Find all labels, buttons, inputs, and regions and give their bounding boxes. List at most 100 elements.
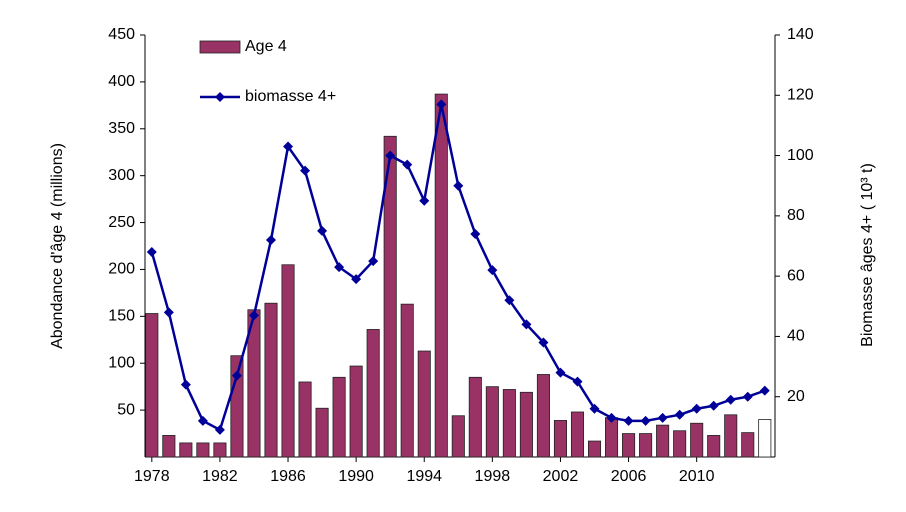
- bar: [264, 302, 278, 458]
- marker: [146, 247, 157, 258]
- bar: [162, 435, 176, 458]
- marker: [759, 385, 770, 396]
- y2-tick-label: 120: [787, 87, 814, 104]
- marker: [742, 391, 753, 402]
- marker: [248, 310, 259, 321]
- bar: [349, 365, 363, 458]
- bar: [196, 442, 210, 458]
- marker: [725, 394, 736, 405]
- marker: [521, 319, 532, 330]
- x-tick-label: 1998: [475, 468, 511, 485]
- y-tick-label: 450: [108, 26, 135, 43]
- y-tick-label: 400: [108, 73, 135, 90]
- bar: [468, 376, 482, 458]
- marker: [368, 256, 379, 267]
- bar: [366, 329, 380, 458]
- marker: [708, 400, 719, 411]
- bar: [179, 442, 193, 458]
- x-tick-label: 1982: [202, 468, 238, 485]
- x-tick-label: 2006: [611, 468, 647, 485]
- y-tick-label: 300: [108, 167, 135, 184]
- marker: [419, 195, 430, 206]
- marker: [334, 262, 345, 273]
- marker: [214, 424, 225, 435]
- bar: [622, 433, 636, 458]
- legend-label: Age 4: [245, 38, 287, 55]
- bar: [332, 376, 346, 458]
- legend-label: biomasse 4+: [245, 88, 336, 105]
- marker: [674, 409, 685, 420]
- marker: [197, 415, 208, 426]
- bar: [724, 414, 738, 458]
- bar: [400, 303, 414, 458]
- bar: [758, 419, 772, 458]
- y2-tick-label: 140: [787, 26, 814, 43]
- bar: [553, 420, 567, 458]
- x-tick-label: 1990: [338, 468, 374, 485]
- y-axis-title: Abondance d'âge 4 (millions): [49, 143, 66, 349]
- bar: [605, 417, 619, 458]
- bar: [536, 374, 550, 458]
- marker: [402, 159, 413, 170]
- y-tick-label: 200: [108, 261, 135, 278]
- marker: [300, 165, 311, 176]
- bar: [741, 432, 755, 458]
- marker: [623, 415, 634, 426]
- y2-tick-label: 100: [787, 147, 814, 164]
- bar: [145, 313, 159, 458]
- marker: [180, 379, 191, 390]
- y2-tick-label: 40: [787, 328, 805, 345]
- y2-tick-label: 60: [787, 267, 805, 284]
- x-tick-label: 1986: [270, 468, 306, 485]
- bar: [213, 442, 227, 458]
- bar: [690, 422, 704, 458]
- marker: [470, 228, 481, 239]
- marker: [283, 141, 294, 152]
- y2-tick-label: 80: [787, 207, 805, 224]
- bar: [383, 135, 397, 458]
- bar: [434, 93, 448, 458]
- marker: [351, 274, 362, 285]
- legend-swatch: [199, 40, 241, 54]
- x-tick-label: 2002: [543, 468, 579, 485]
- y-tick-label: 350: [108, 120, 135, 137]
- y2-axis-title: Biomasse âges 4+ ( 10³ t): [859, 163, 876, 347]
- marker: [555, 367, 566, 378]
- bar: [639, 433, 653, 458]
- y-tick-label: 50: [117, 401, 135, 418]
- marker: [640, 415, 651, 426]
- marker: [231, 370, 242, 381]
- bar: [587, 440, 602, 458]
- bar: [673, 430, 687, 458]
- bar: [281, 264, 295, 458]
- marker: [487, 265, 498, 276]
- x-tick-label: 1978: [134, 468, 170, 485]
- marker: [453, 180, 464, 191]
- bar: [417, 350, 431, 458]
- bar: [315, 407, 329, 458]
- marker: [538, 337, 549, 348]
- legend-marker: [215, 92, 225, 102]
- marker: [266, 234, 276, 245]
- marker: [691, 403, 702, 414]
- marker: [657, 412, 668, 423]
- x-tick-label: 2010: [679, 468, 715, 485]
- marker: [317, 225, 328, 236]
- bar: [656, 424, 670, 458]
- bar: [502, 389, 516, 458]
- marker: [572, 376, 583, 387]
- bar: [451, 415, 465, 458]
- y2-tick-label: 20: [787, 388, 805, 405]
- line: [150, 104, 766, 432]
- marker: [504, 295, 515, 306]
- marker: [385, 150, 396, 161]
- bar: [230, 355, 244, 458]
- bar: [570, 411, 585, 458]
- marker: [606, 412, 617, 423]
- bar: [298, 381, 312, 458]
- y-tick-label: 150: [108, 308, 135, 325]
- marker: [436, 99, 447, 110]
- bar: [485, 386, 499, 458]
- bar: [707, 435, 721, 458]
